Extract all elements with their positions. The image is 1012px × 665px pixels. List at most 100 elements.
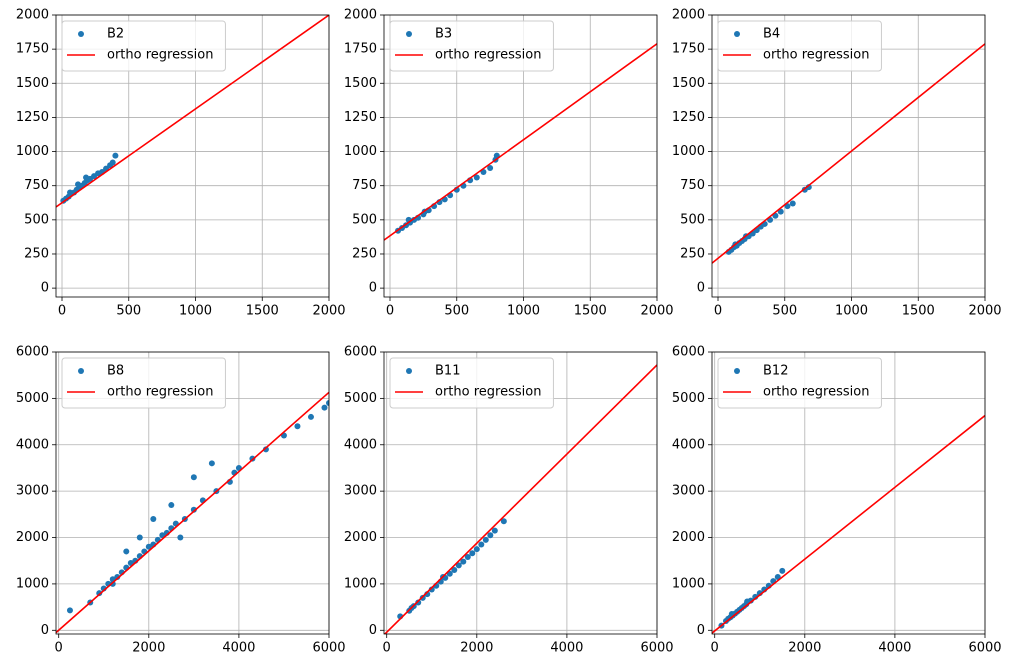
x-tick-label: 2000: [132, 641, 165, 656]
point: [473, 546, 480, 553]
y-tick-label: 1250: [672, 110, 705, 125]
y-tick-label: 5000: [16, 391, 49, 406]
y-tick-label: 750: [352, 178, 377, 193]
x-tick-label: 2000: [788, 641, 821, 656]
y-tick-label: 2000: [16, 8, 49, 23]
plot-area: [384, 43, 657, 241]
legend-box: [61, 20, 226, 72]
legend: B8 ortho regression: [61, 357, 226, 409]
x-tick-label: 6000: [312, 641, 345, 656]
x-tick-label: 1000: [179, 304, 212, 319]
point: [779, 567, 786, 574]
legend-marker: [78, 31, 84, 37]
x-tick-label: 2000: [640, 304, 673, 319]
point: [150, 515, 157, 522]
legend-label: B8: [107, 364, 124, 379]
plot-area: [56, 15, 329, 208]
y-tick-label: 1500: [344, 76, 377, 91]
legend-label: B2: [107, 27, 124, 42]
y-tick-label: 500: [24, 212, 49, 227]
y-tick-label: 3000: [16, 484, 49, 499]
y-tick-label: 6000: [16, 345, 49, 360]
y-tick-label: 1750: [672, 42, 705, 57]
point: [464, 554, 471, 561]
x-tick-label: 0: [714, 304, 722, 319]
point: [75, 181, 82, 188]
point: [478, 541, 485, 548]
legend-marker: [406, 368, 412, 374]
plot-area: [712, 414, 985, 634]
regression-line: [56, 391, 329, 634]
x-tick-label: 500: [116, 304, 141, 319]
y-tick-label: 250: [680, 246, 705, 261]
y-tick-label: 1000: [16, 576, 49, 591]
regression-line: [384, 43, 657, 241]
y-tick-label: 750: [24, 178, 49, 193]
point: [262, 446, 269, 453]
regression-line: [56, 15, 329, 208]
legend-box: [717, 20, 882, 72]
y-tick-label: 250: [352, 246, 377, 261]
y-tick-label: 1000: [672, 576, 705, 591]
y-tick-label: 500: [680, 212, 705, 227]
point: [123, 548, 130, 555]
y-tick-label: 500: [352, 212, 377, 227]
y-tick-label: 250: [24, 246, 49, 261]
y-tick-label: 2000: [672, 530, 705, 545]
y-tick-label: 4000: [672, 437, 705, 452]
x-tick-label: 1500: [246, 304, 279, 319]
legend: B2 ortho regression: [61, 20, 226, 72]
x-tick-label: 0: [386, 304, 394, 319]
axes-frame: [55, 351, 330, 635]
point: [482, 536, 489, 543]
y-tick-label: 1500: [16, 76, 49, 91]
x-tick-label: 6000: [968, 641, 1001, 656]
point: [469, 550, 476, 557]
legend-label: ortho regression: [435, 385, 541, 400]
point: [491, 527, 498, 534]
point: [66, 607, 73, 614]
point: [487, 532, 494, 539]
subplot: 0 2000 4000 6000 0 1000 2000 3000 4000 5000 6000 B1…: [344, 345, 674, 656]
x-tick-label: 1000: [835, 304, 868, 319]
subplot: 0 2000 4000 6000 0 1000 2000 3000 4000 5000 6000 B1…: [672, 345, 1002, 656]
legend-box: [389, 20, 554, 72]
point: [136, 534, 143, 541]
y-tick-label: 1000: [16, 144, 49, 159]
legend-box: [717, 357, 882, 409]
legend: B3 ortho regression: [389, 20, 554, 72]
y-tick-label: 0: [369, 281, 377, 296]
subplot: 0 500 1000 1500 2000 0 250 500 750 1000 1250 1500 17…: [16, 8, 346, 319]
point: [109, 159, 116, 166]
legend-marker: [406, 31, 412, 37]
regression-line: [384, 364, 657, 634]
y-tick-label: 6000: [672, 345, 705, 360]
x-tick-label: 2000: [460, 641, 493, 656]
axes-frame: [383, 14, 658, 298]
axes-frame: [383, 351, 658, 635]
point: [177, 534, 184, 541]
y-tick-label: 4000: [344, 437, 377, 452]
y-tick-label: 1000: [344, 576, 377, 591]
y-tick-label: 750: [680, 178, 705, 193]
point: [294, 423, 301, 430]
point: [415, 599, 422, 606]
point: [109, 580, 116, 587]
axes-frame: [55, 14, 330, 298]
legend: B12 ortho regression: [717, 357, 882, 409]
axes-frame: [711, 14, 986, 298]
y-tick-label: 0: [697, 281, 705, 296]
x-tick-label: 1500: [902, 304, 935, 319]
point: [83, 174, 90, 181]
y-tick-label: 6000: [344, 345, 377, 360]
legend-marker: [78, 368, 84, 374]
x-tick-label: 500: [444, 304, 469, 319]
y-tick-label: 0: [369, 623, 377, 638]
y-tick-label: 1000: [344, 144, 377, 159]
point: [321, 404, 328, 411]
point: [460, 558, 467, 565]
y-tick-label: 2000: [344, 530, 377, 545]
legend-label: ortho regression: [107, 48, 213, 63]
y-tick-label: 0: [41, 623, 49, 638]
regression-line: [712, 43, 985, 264]
